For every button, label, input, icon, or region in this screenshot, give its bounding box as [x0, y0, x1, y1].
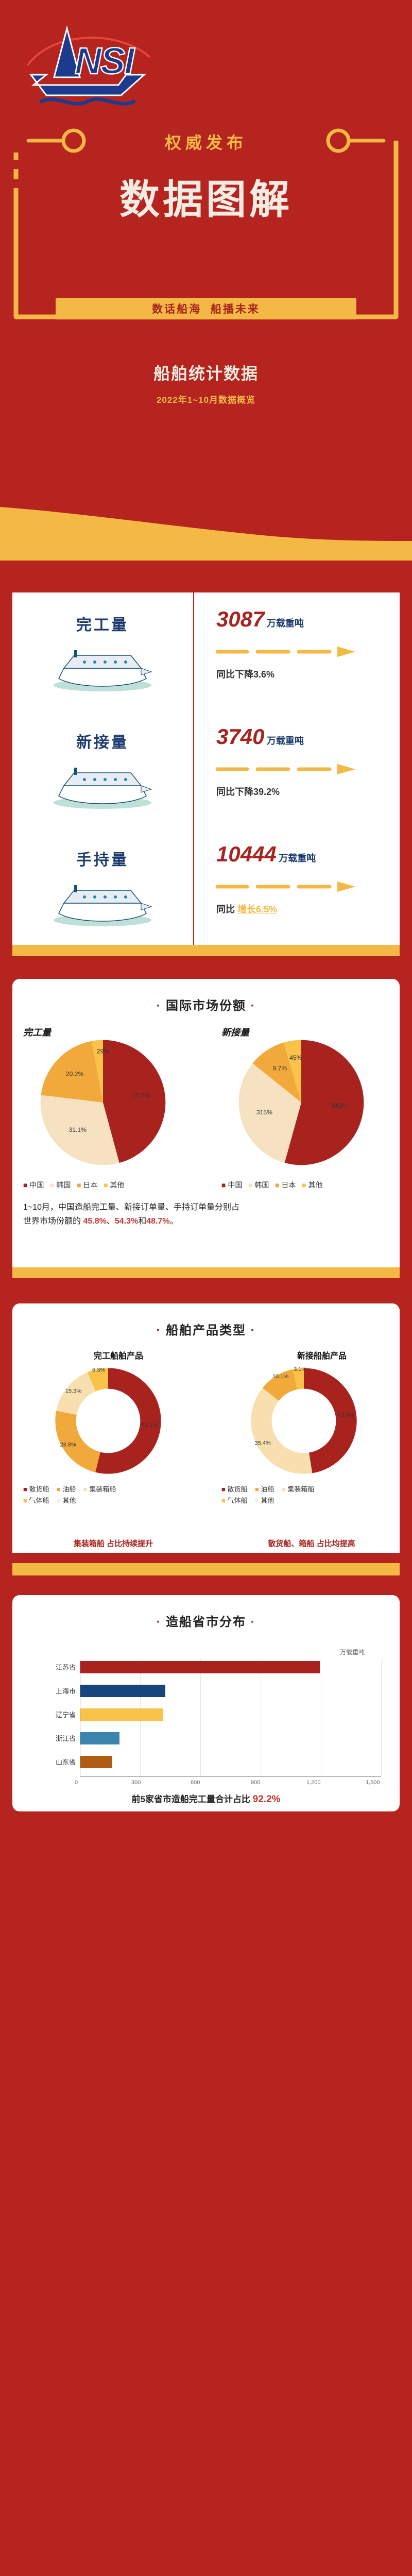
svg-text:45.8%: 45.8%	[132, 1092, 150, 1099]
svg-text:35.4%: 35.4%	[255, 1440, 271, 1447]
svg-text:29%: 29%	[97, 1048, 109, 1055]
svg-text:23.8%: 23.8%	[60, 1442, 76, 1448]
svg-text:43.9%: 43.9%	[338, 1413, 354, 1419]
svg-text:20.2%: 20.2%	[66, 1071, 84, 1078]
svg-text:3.1%: 3.1%	[294, 1366, 306, 1372]
svg-text:315%: 315%	[256, 1109, 272, 1116]
svg-text:10.1%: 10.1%	[272, 1374, 288, 1380]
svg-text:45%: 45%	[289, 1054, 302, 1061]
svg-text:15.3%: 15.3%	[65, 1388, 81, 1395]
svg-text:6.3%: 6.3%	[92, 1367, 105, 1374]
svg-text:31.1%: 31.1%	[69, 1126, 87, 1133]
svg-text:543%: 543%	[332, 1102, 348, 1109]
svg-text:9.7%: 9.7%	[272, 1064, 287, 1072]
svg-text:53.1%: 53.1%	[142, 1422, 158, 1428]
